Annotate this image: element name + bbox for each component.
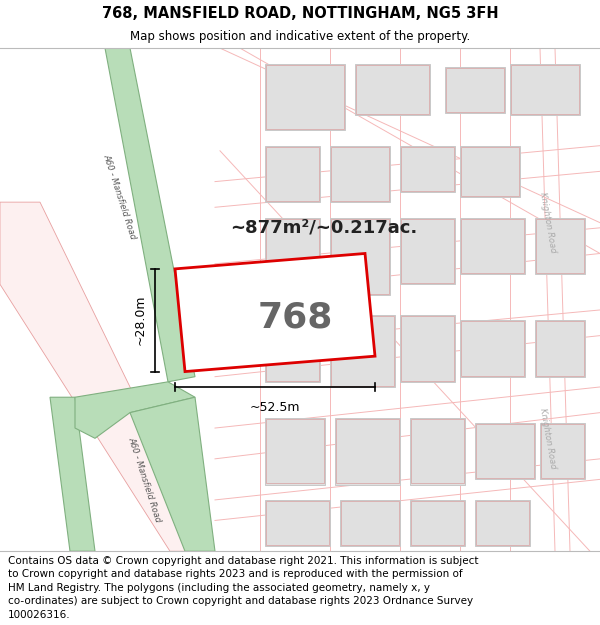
Bar bbox=[400, 315, 455, 382]
Text: A60 - Mansfield Road: A60 - Mansfield Road bbox=[102, 153, 138, 241]
Polygon shape bbox=[175, 254, 375, 371]
Bar bbox=[475, 500, 530, 546]
Bar bbox=[510, 64, 580, 115]
Bar bbox=[266, 147, 319, 201]
Bar bbox=[265, 315, 320, 382]
Bar bbox=[536, 219, 584, 273]
Bar bbox=[541, 424, 584, 478]
Text: ~52.5m: ~52.5m bbox=[250, 401, 300, 414]
Bar bbox=[401, 316, 454, 381]
Bar bbox=[266, 419, 324, 484]
Bar bbox=[266, 501, 329, 545]
Bar bbox=[461, 147, 519, 196]
Bar bbox=[410, 500, 465, 546]
Bar bbox=[410, 418, 465, 484]
Bar bbox=[461, 321, 524, 376]
Bar bbox=[460, 217, 525, 274]
Bar bbox=[355, 64, 430, 115]
Bar bbox=[535, 217, 585, 274]
Text: ~877m²/~0.217ac.: ~877m²/~0.217ac. bbox=[230, 219, 417, 237]
Bar bbox=[331, 219, 389, 294]
Text: ~28.0m: ~28.0m bbox=[134, 295, 147, 346]
Bar bbox=[356, 64, 429, 114]
Polygon shape bbox=[75, 382, 195, 438]
Bar bbox=[511, 64, 579, 114]
Text: Knighton Road: Knighton Road bbox=[538, 192, 558, 254]
Bar bbox=[475, 423, 535, 479]
Bar bbox=[476, 501, 529, 545]
Bar bbox=[265, 418, 325, 484]
Bar bbox=[265, 64, 345, 130]
Bar bbox=[461, 219, 524, 273]
Bar bbox=[411, 501, 464, 545]
Bar bbox=[266, 64, 344, 129]
Bar bbox=[340, 500, 400, 546]
Polygon shape bbox=[105, 48, 195, 382]
Bar bbox=[266, 316, 319, 381]
Bar bbox=[445, 67, 505, 112]
Bar bbox=[535, 320, 585, 377]
Bar bbox=[330, 217, 390, 294]
Bar bbox=[330, 146, 390, 202]
Bar bbox=[335, 418, 400, 484]
Text: 768: 768 bbox=[257, 301, 332, 334]
Bar bbox=[341, 501, 399, 545]
Text: Map shows position and indicative extent of the property.: Map shows position and indicative extent… bbox=[130, 30, 470, 43]
Bar bbox=[400, 146, 455, 192]
Text: A60 - Mansfield Road: A60 - Mansfield Road bbox=[127, 436, 163, 523]
Bar bbox=[331, 147, 389, 201]
Bar bbox=[401, 219, 454, 283]
Bar bbox=[476, 424, 534, 478]
Bar bbox=[536, 321, 584, 376]
Polygon shape bbox=[0, 202, 210, 551]
Bar bbox=[401, 147, 454, 191]
Bar bbox=[265, 217, 320, 289]
Bar bbox=[265, 146, 320, 202]
Text: Contains OS data © Crown copyright and database right 2021. This information is : Contains OS data © Crown copyright and d… bbox=[8, 556, 478, 620]
Text: Knighton Road: Knighton Road bbox=[538, 408, 558, 469]
Polygon shape bbox=[50, 398, 95, 551]
Text: 768, MANSFIELD ROAD, NOTTINGHAM, NG5 3FH: 768, MANSFIELD ROAD, NOTTINGHAM, NG5 3FH bbox=[101, 6, 499, 21]
Bar bbox=[330, 315, 395, 387]
Bar bbox=[460, 146, 520, 197]
Bar bbox=[460, 320, 525, 377]
Bar bbox=[331, 316, 394, 386]
Bar bbox=[266, 219, 319, 288]
Bar bbox=[336, 419, 399, 484]
Bar bbox=[540, 423, 585, 479]
Polygon shape bbox=[130, 398, 215, 551]
Bar bbox=[446, 68, 504, 112]
Bar bbox=[400, 217, 455, 284]
Bar bbox=[411, 419, 464, 484]
Bar bbox=[265, 500, 330, 546]
